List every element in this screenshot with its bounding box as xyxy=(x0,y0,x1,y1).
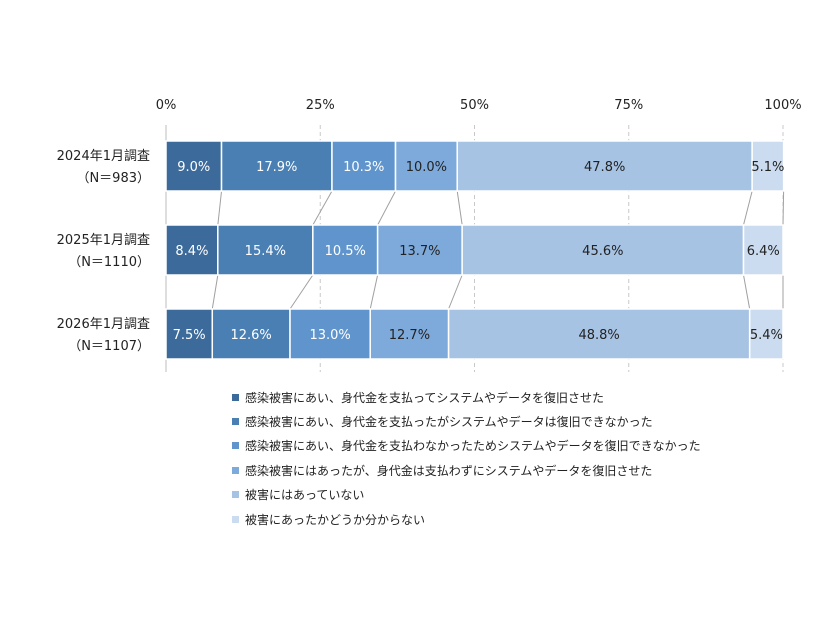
bar-segment xyxy=(165,308,214,360)
data-label: 13.0% xyxy=(309,328,350,343)
legend-label: 被害にあったかどうか分からない xyxy=(245,512,426,527)
data-label: 5.4% xyxy=(750,328,783,343)
x-tick-label: 75% xyxy=(614,98,643,113)
legend-item: 被害にはあっていない xyxy=(232,483,701,507)
legend-item: 感染被害にあい、身代金を支払ってシステムやデータを復旧させた xyxy=(232,385,701,409)
bar-segment xyxy=(211,308,291,360)
legend-swatch xyxy=(232,466,239,474)
data-label: 10.0% xyxy=(406,160,447,175)
legend-label: 感染被害にあい、身代金を支払ったがシステムやデータは復旧できなかった xyxy=(245,415,653,430)
data-label: 13.7% xyxy=(399,244,440,259)
data-label: 10.3% xyxy=(343,160,384,175)
data-label: 10.5% xyxy=(325,244,366,259)
connector-line xyxy=(456,190,463,226)
bar-segment xyxy=(331,140,397,192)
legend-label: 感染被害にはあったが、身代金は支払わずにシステムやデータを復旧させた xyxy=(245,463,653,478)
connector-line xyxy=(211,274,219,310)
x-tick-label: 25% xyxy=(306,98,335,113)
legend-label: 感染被害にあい、身代金を支払ってシステムやデータを復旧させた xyxy=(245,390,605,405)
legend-label: 被害にはあっていない xyxy=(245,488,365,503)
bar-segment xyxy=(461,224,745,276)
legend-swatch xyxy=(232,442,239,450)
x-tick-label: 0% xyxy=(156,98,177,113)
category-sublabel: （N＝983） xyxy=(76,171,150,186)
data-label: 48.8% xyxy=(578,328,619,343)
bar-segment xyxy=(165,140,223,192)
x-tick-label: 50% xyxy=(460,98,489,113)
connector-line xyxy=(217,190,223,226)
category-label: 2024年1月調査 xyxy=(57,149,150,164)
category-sublabel: （N＝1107） xyxy=(68,339,150,354)
bar-segment xyxy=(748,308,784,360)
bar-segment xyxy=(220,140,333,192)
category-sublabel: （N＝1110） xyxy=(68,255,150,270)
data-label: 12.6% xyxy=(230,328,271,343)
data-label: 9.0% xyxy=(177,160,210,175)
bar-segment xyxy=(751,140,785,192)
legend-swatch xyxy=(232,418,239,426)
bar-segment xyxy=(217,224,314,276)
bar-segment xyxy=(376,224,463,276)
legend-item: 感染被害にあい、身代金を支払ったがシステムやデータは復旧できなかった xyxy=(232,409,701,433)
connector-line xyxy=(782,190,785,226)
data-label: 12.7% xyxy=(389,328,430,343)
connector-line xyxy=(369,274,379,310)
legend-swatch xyxy=(232,393,239,401)
legend-item: 感染被害にはあったが、身代金は支払わずにシステムやデータを復旧させた xyxy=(232,458,701,482)
legend-item: 被害にあったかどうか分からない xyxy=(232,507,701,531)
bar-segment xyxy=(447,308,751,360)
bar-segment xyxy=(369,308,450,360)
bar-segment xyxy=(165,224,219,276)
category-label: 2025年1月調査 xyxy=(57,233,150,248)
bar-segment xyxy=(289,308,371,360)
chart-legend: 感染被害にあい、身代金を支払ってシステムやデータを復旧させた感染被害にあい、身代… xyxy=(232,385,701,531)
data-label: 5.1% xyxy=(751,160,784,175)
data-label: 47.8% xyxy=(584,160,625,175)
connector-line xyxy=(743,274,751,310)
bar-segment xyxy=(394,140,458,192)
data-label: 6.4% xyxy=(747,244,780,259)
connector-line xyxy=(289,274,314,310)
legend-swatch xyxy=(232,515,239,523)
legend-label: 感染被害にあい、身代金を支払わなかったためシステムやデータを復旧できなかった xyxy=(245,439,701,454)
category-label: 2026年1月調査 xyxy=(57,317,150,332)
data-label: 8.4% xyxy=(175,244,208,259)
data-label: 45.6% xyxy=(582,244,623,259)
connector-line xyxy=(377,190,396,226)
connector-line xyxy=(743,190,753,226)
data-label: 17.9% xyxy=(256,160,297,175)
bar-segment xyxy=(742,224,784,276)
legend-swatch xyxy=(232,491,239,499)
connector-line xyxy=(312,190,333,226)
legend-item: 感染被害にあい、身代金を支払わなかったためシステムやデータを復旧できなかった xyxy=(232,434,701,458)
x-tick-label: 100% xyxy=(764,98,801,113)
data-label: 15.4% xyxy=(245,244,286,259)
data-label: 7.5% xyxy=(173,328,206,343)
connector-line xyxy=(448,274,463,310)
